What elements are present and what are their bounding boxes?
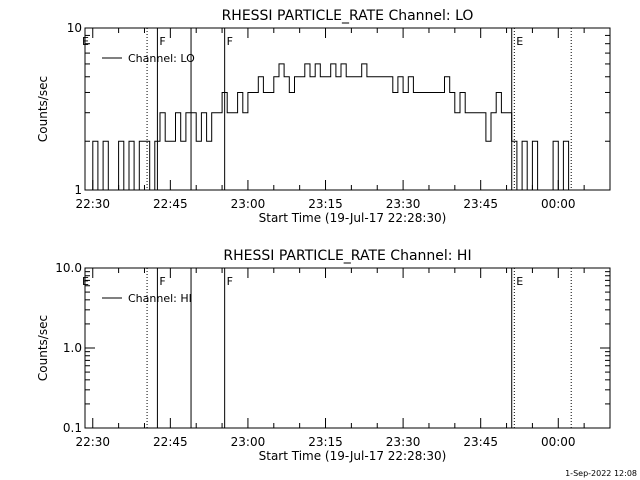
event-marker-label: F (159, 35, 165, 48)
x-tick-label: 00:00 (541, 435, 576, 449)
x-tick-label: 00:00 (541, 197, 576, 211)
event-marker-label: E (516, 275, 523, 288)
x-tick-label: 22:30 (75, 435, 110, 449)
x-tick-label: 22:45 (153, 197, 188, 211)
chart-title: RHESSI PARTICLE_RATE Channel: HI (223, 248, 471, 264)
legend-entry: Channel: LO (128, 52, 195, 65)
y-axis-label: Counts/sec (36, 315, 50, 381)
y-tick-label: 10.0 (55, 261, 82, 275)
chart-panel-1: RHESSI PARTICLE_RATE Channel: LO 1 10 Count… (36, 8, 611, 225)
x-tick-label: 23:00 (231, 197, 266, 211)
edge-marker-label: E (82, 275, 89, 288)
y-tick-label: 1.0 (63, 341, 82, 355)
chart-panel-2: RHESSI PARTICLE_RATE Channel: HI 0.1 1.0 10… (36, 248, 611, 463)
event-marker-label: E (516, 35, 523, 48)
plot-frame (84, 27, 611, 191)
series-line-1 (87, 63, 574, 191)
event-marker-label: F (159, 275, 165, 288)
legend-entry: Channel: HI (128, 292, 192, 305)
y-tick-label: 1 (74, 183, 82, 197)
x-tick-label: 23:30 (386, 197, 421, 211)
x-tick-label: 23:45 (463, 435, 498, 449)
y-tick-label: 10 (67, 21, 82, 35)
x-tick-label: 23:30 (386, 435, 421, 449)
footer-timestamp: 1-Sep-2022 12:08 (565, 469, 637, 478)
y-tick-label: 0.1 (63, 421, 82, 435)
event-marker-label: F (227, 275, 233, 288)
x-tick-label: 23:00 (231, 435, 266, 449)
x-tick-label: 23:15 (308, 435, 343, 449)
edge-marker-label: E (82, 35, 89, 48)
event-marker-label: F (227, 35, 233, 48)
x-axis-label: Start Time (19-Jul-17 22:28:30) (259, 211, 447, 225)
x-tick-label: 23:15 (308, 197, 343, 211)
chart-title: RHESSI PARTICLE_RATE Channel: LO (222, 8, 474, 24)
x-tick-label: 22:45 (153, 435, 188, 449)
x-tick-label: 23:45 (463, 197, 498, 211)
y-axis-label: Counts/sec (36, 76, 50, 142)
x-tick-label: 22:30 (75, 197, 110, 211)
x-axis-label: Start Time (19-Jul-17 22:28:30) (259, 449, 447, 463)
